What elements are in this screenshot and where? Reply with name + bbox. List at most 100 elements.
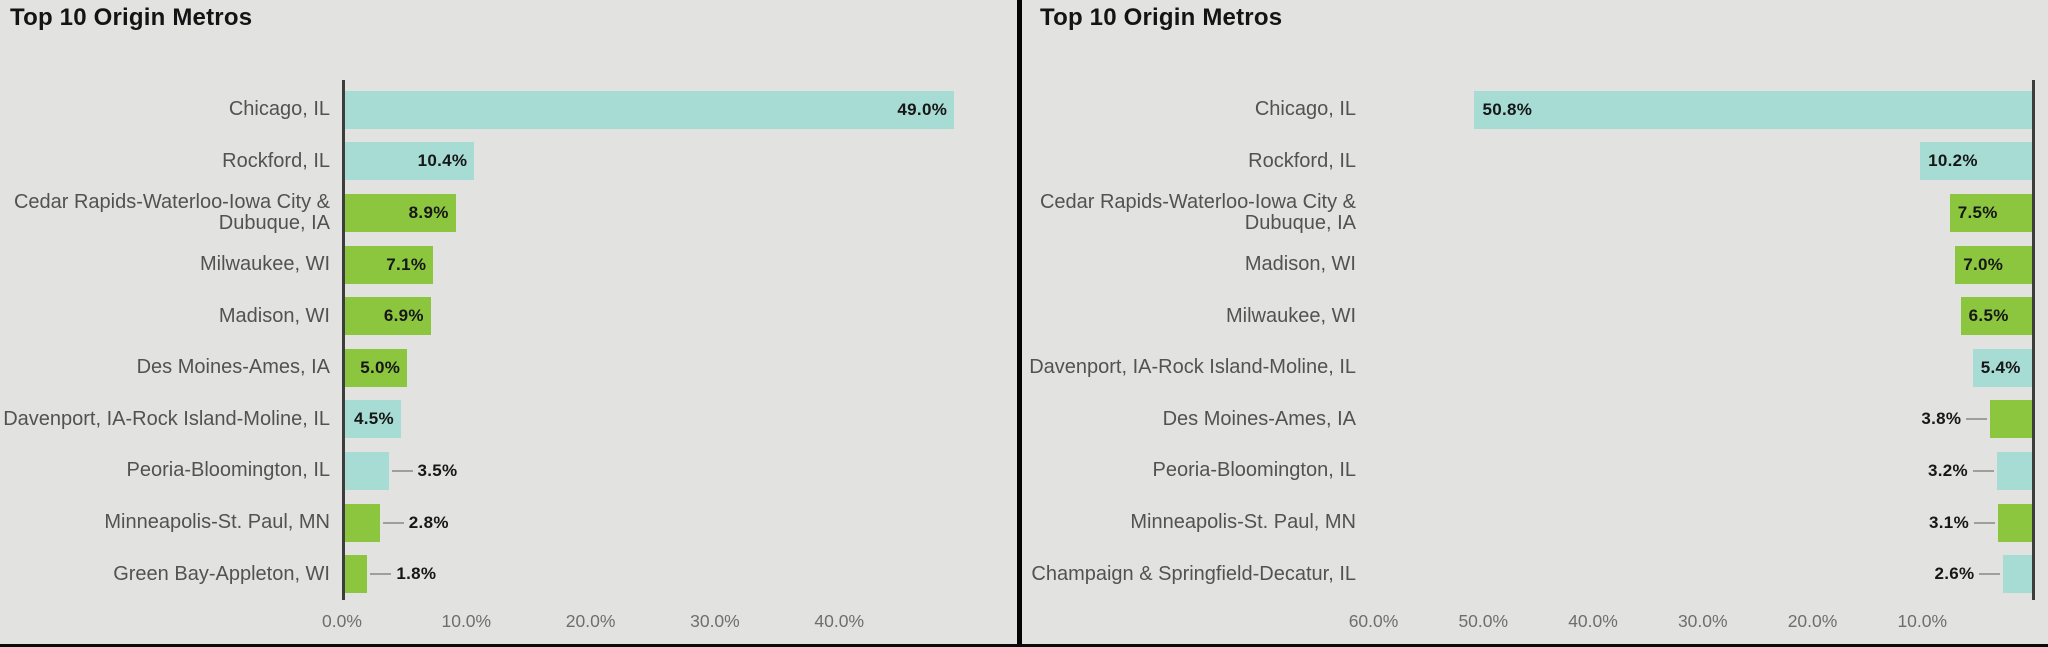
category-label: Madison, WI (218, 304, 330, 327)
bar-row: Peoria-Bloomington, IL 3.5% (0, 445, 1017, 497)
bar-row: Minneapolis-St. Paul, MN 3.1% (1022, 497, 2048, 549)
bar-row: Cedar Rapids-Waterloo-Iowa City & Dubuqu… (1022, 187, 2048, 239)
bar[interactable]: 6.5% (1960, 297, 2032, 336)
category-label: Davenport, IA-Rock Island-Moline, IL (1029, 356, 1356, 379)
bar[interactable]: 10.4% (345, 142, 475, 181)
panel-divider (1017, 0, 1022, 644)
plot-area: 6.5% (1368, 290, 2032, 342)
value-label: 5.0% (360, 357, 401, 377)
category-label: Rockford, IL (222, 149, 330, 172)
x-axis-ticks: 60.0% 50.0% 40.0% 30.0% 20.0% 10.0% (1349, 606, 2032, 638)
value-label: 7.0% (1963, 254, 2004, 274)
value-label: 6.9% (383, 306, 424, 326)
bar-row: Cedar Rapids-Waterloo-Iowa City & Dubuqu… (0, 187, 1017, 239)
value-label: 7.5% (1957, 202, 1998, 222)
bar[interactable]: 49.0% (345, 90, 955, 129)
x-axis-tick-label: 50.0% (1458, 611, 1509, 631)
value-label: 3.1% (1929, 512, 1969, 532)
plot-area: 3.1% (1368, 497, 2032, 549)
value-label: 3.2% (1927, 460, 1968, 480)
x-axis-tick-label: 40.0% (814, 611, 865, 631)
bar[interactable]: 7.0% (1955, 245, 2032, 284)
category-label: Chicago, IL (228, 98, 330, 121)
category-label: Madison, WI (1244, 253, 1356, 276)
value-label: 3.5% (417, 460, 458, 480)
bar-row: Minneapolis-St. Paul, MN 2.8% (0, 497, 1017, 549)
bar-row: Rockford, IL 10.2% (1022, 136, 2048, 188)
bar-row: Champaign & Springfield-Decatur, IL 2.6% (1022, 548, 2048, 600)
leader-line (382, 521, 404, 524)
category-label: Rockford, IL (1248, 149, 1356, 172)
category-label: Champaign & Springfield-Decatur, IL (1031, 562, 1356, 585)
value-label-outside: 3.2% (1928, 461, 1994, 481)
value-label: 10.4% (417, 151, 468, 171)
category-label: Minneapolis-St. Paul, MN (104, 511, 330, 534)
plot-area: 7.1% (342, 239, 1017, 291)
bar-rows: Chicago, IL 49.0% Rockford, IL 10.4% Cedar R… (0, 84, 1017, 600)
value-label: 4.5% (353, 409, 394, 429)
bar[interactable] (1997, 503, 2032, 542)
leader-line (1972, 469, 1994, 472)
x-axis-tick-label: 0.0% (322, 611, 362, 631)
plot-area: 4.5% (342, 394, 1017, 446)
category-label: Des Moines-Ames, IA (1162, 407, 1356, 430)
bar-row: Rockford, IL 10.4% (0, 136, 1017, 188)
category-label: Chicago, IL (1254, 98, 1356, 121)
origin-metros-panel-right: Top 10 Origin Metros Chicago, IL 50.8% Roc… (1022, 0, 2048, 644)
bar[interactable]: 4.5% (345, 400, 401, 439)
bar[interactable] (1996, 451, 2032, 490)
plot-area: 50.8% (1368, 84, 2032, 136)
leader-line (370, 573, 392, 576)
bar[interactable]: 7.1% (345, 245, 434, 284)
value-label: 2.6% (1934, 564, 1975, 584)
bar-row: Chicago, IL 50.8% (1022, 84, 2048, 136)
bar[interactable]: 5.4% (1972, 348, 2032, 387)
value-label: 6.5% (1968, 306, 2009, 326)
bar-rows: Chicago, IL 50.8% Rockford, IL 10.2% Cedar R… (1022, 84, 2048, 600)
bar[interactable]: 50.8% (1474, 90, 2032, 129)
chart-title: Top 10 Origin Metros (10, 4, 253, 31)
plot-area: 49.0% (342, 84, 1017, 136)
value-label: 1.8% (396, 564, 437, 584)
x-axis-tick-label: 10.0% (1897, 611, 1948, 631)
bar[interactable] (2003, 555, 2032, 594)
x-axis-tick-label: 40.0% (1568, 611, 1618, 631)
bar[interactable] (345, 451, 389, 490)
x-axis-ticks: 0.0% 10.0% 20.0% 30.0% 40.0% (322, 606, 1017, 638)
value-label-outside: 3.8% (1921, 409, 1988, 429)
x-axis-tick-label: 30.0% (1677, 611, 1728, 631)
bar-row: Madison, WI 6.9% (0, 290, 1017, 342)
leader-line (1966, 418, 1988, 421)
category-label: Milwaukee, WI (1225, 304, 1356, 327)
bar[interactable]: 10.2% (1920, 142, 2032, 181)
plot-area: 2.6% (1368, 548, 2032, 600)
value-label-outside: 3.5% (391, 460, 458, 481)
bar[interactable] (1990, 400, 2032, 439)
bar[interactable] (345, 555, 368, 594)
bar[interactable]: 6.9% (345, 297, 431, 336)
x-axis-tick-label: 30.0% (690, 611, 740, 631)
bar[interactable]: 5.0% (345, 348, 408, 387)
plot-area: 7.0% (1368, 239, 2032, 291)
bar[interactable]: 8.9% (345, 193, 456, 232)
category-label: Green Bay-Appleton, WI (113, 562, 330, 585)
category-label: Cedar Rapids-Waterloo-Iowa City & Dubuqu… (13, 190, 330, 234)
bar[interactable]: 7.5% (1949, 193, 2032, 232)
value-label-outside: 1.8% (370, 564, 436, 584)
category-label: Peoria-Bloomington, IL (1152, 459, 1356, 482)
x-axis-tick-label: 20.0% (565, 611, 616, 631)
bar-row: Davenport, IA-Rock Island-Moline, IL 5.4% (1022, 342, 2048, 394)
x-axis-tick-label: 60.0% (1348, 611, 1399, 631)
value-label: 8.9% (408, 202, 449, 222)
value-label: 2.8% (408, 512, 449, 532)
plot-area: 10.2% (1368, 136, 2032, 188)
plot-area: 2.8% (342, 497, 1017, 549)
bar-row: Milwaukee, WI 7.1% (0, 239, 1017, 291)
value-label-outside: 2.8% (382, 512, 449, 533)
bar[interactable] (345, 503, 380, 542)
bar-row: Milwaukee, WI 6.5% (1022, 290, 2048, 342)
plot-area: 10.4% (342, 136, 1017, 188)
category-label: Minneapolis-St. Paul, MN (1130, 511, 1356, 534)
value-label-outside: 3.1% (1929, 513, 1995, 533)
